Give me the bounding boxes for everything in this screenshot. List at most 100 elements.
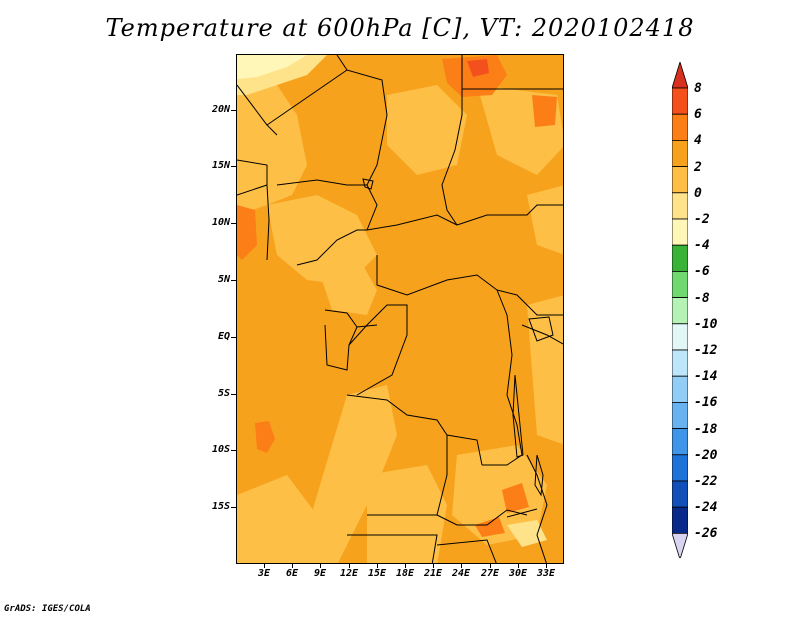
colorbar-label: -12	[694, 343, 718, 358]
lon-label-24e: 24E	[451, 568, 471, 579]
border-zambia-zim	[436, 509, 528, 526]
colorbar-label: 2	[694, 159, 702, 175]
shading-warm-mozambique	[502, 483, 529, 513]
shading-light-zambia	[452, 445, 547, 545]
border-chad-sudan	[441, 149, 458, 226]
lat-tick-15s	[231, 507, 236, 508]
border-angola-zambia	[367, 435, 448, 516]
border-congo	[348, 304, 408, 396]
colorbar-segment	[672, 270, 688, 298]
colorbar-segment	[672, 113, 688, 141]
border-car-south	[376, 255, 498, 296]
colorbar-under-triangle	[672, 533, 688, 558]
colorbar-label: -20	[694, 447, 718, 463]
lat-label-5n: 5N	[217, 274, 230, 285]
border-westafrica	[237, 159, 268, 196]
lat-tick-10n	[231, 223, 236, 224]
border-nigeria-east	[296, 229, 367, 266]
lon-label-9e: 9E	[313, 568, 327, 579]
shading-light-south-central	[367, 465, 447, 563]
lake-victoria	[528, 316, 554, 342]
colorbar-segment	[672, 506, 688, 534]
colorbar-label: 0	[694, 185, 702, 201]
border-botswana	[436, 539, 497, 563]
lon-label-3e: 3E	[257, 568, 271, 579]
lon-label-27e: 27E	[480, 568, 500, 579]
lon-tick-33e	[546, 564, 547, 568]
colorbar-label: -4	[694, 238, 710, 254]
shading-lightest-northwest	[237, 55, 307, 79]
colorbar-segment	[672, 428, 688, 456]
map-canvas	[237, 55, 563, 563]
border-gabon	[324, 324, 358, 371]
lon-tick-27e	[490, 564, 491, 568]
chart-title: Temperature at 600hPa [C], VT: 202010241…	[105, 14, 695, 42]
colorbar-segment	[672, 244, 688, 272]
colorbar-segment	[672, 323, 688, 351]
border-drc-east	[482, 289, 523, 466]
lat-label-15s: 15S	[211, 501, 230, 512]
lat-label-10n: 10N	[211, 217, 230, 228]
shading-warm-west-coast	[237, 205, 257, 260]
lon-tick-6e	[292, 564, 293, 568]
shading-lighter-sw-patch	[507, 520, 547, 547]
colorbar-segment	[672, 454, 688, 482]
lake-malawi	[534, 454, 544, 497]
shading-light-east-mid	[527, 185, 563, 255]
border-ssudan-south	[496, 289, 563, 316]
lake-tanganyika	[512, 374, 524, 458]
lake-kariba	[506, 508, 538, 518]
lat-tick-eq	[231, 337, 236, 338]
shading-light-cameroon	[317, 255, 377, 315]
lon-label-30e: 30E	[508, 568, 528, 579]
colorbar-label: -24	[694, 500, 718, 516]
colorbar-segment	[672, 297, 688, 325]
lon-tick-15e	[377, 564, 378, 568]
border-libya-egypt	[454, 55, 463, 151]
temperature-map	[236, 54, 564, 564]
border-cameroon-south	[324, 309, 378, 328]
border-namibia	[347, 534, 438, 563]
shading-warm-east-top	[532, 95, 557, 127]
colorbar	[672, 62, 688, 558]
shading-light-west-sahel	[237, 65, 307, 215]
border-benin	[266, 184, 270, 261]
lat-tick-20n	[231, 110, 236, 111]
lon-tick-30e	[518, 564, 519, 568]
lat-label-20n: 20N	[211, 104, 230, 115]
border-nigeria-niger	[276, 179, 367, 186]
lake-chad	[362, 178, 374, 190]
border-tanzania	[521, 324, 563, 345]
lat-label-eq: EQ	[217, 331, 230, 342]
colorbar-segment	[672, 480, 688, 508]
colorbar-label: 8	[694, 81, 702, 96]
colorbar-segment	[672, 192, 688, 220]
colorbar-label: -26	[694, 526, 718, 542]
colorbar-label: -22	[694, 474, 718, 489]
shading-light-southwest	[237, 475, 317, 563]
border-chad-car	[366, 214, 458, 231]
shading-warm-south	[475, 517, 505, 537]
shading-light-angola-coast	[297, 385, 397, 563]
lon-tick-9e	[320, 564, 321, 568]
border-algeria-niger	[237, 84, 278, 136]
colorbar-label: -16	[694, 395, 718, 411]
colorbar-segment	[672, 349, 688, 377]
border-sudan-ssudan	[456, 204, 563, 226]
colorbar-segment	[672, 87, 688, 115]
shading-light-east-coast	[527, 295, 563, 445]
border-sahel	[266, 69, 388, 231]
lon-label-15e: 15E	[367, 568, 387, 579]
colorbar-label: -18	[694, 421, 718, 437]
border-mozambique	[526, 454, 548, 563]
shading-light-north-central	[387, 85, 467, 175]
colorbar-label: -8	[694, 290, 710, 306]
lat-tick-5s	[231, 394, 236, 395]
lon-label-21e: 21E	[423, 568, 443, 579]
colorbar-segment	[672, 166, 688, 194]
colorbar-label: -6	[694, 264, 710, 280]
lon-label-12e: 12E	[339, 568, 359, 579]
colorbar-segment	[672, 375, 688, 403]
lat-label-10s: 10S	[211, 444, 230, 455]
colorbar-over-triangle	[672, 62, 688, 89]
